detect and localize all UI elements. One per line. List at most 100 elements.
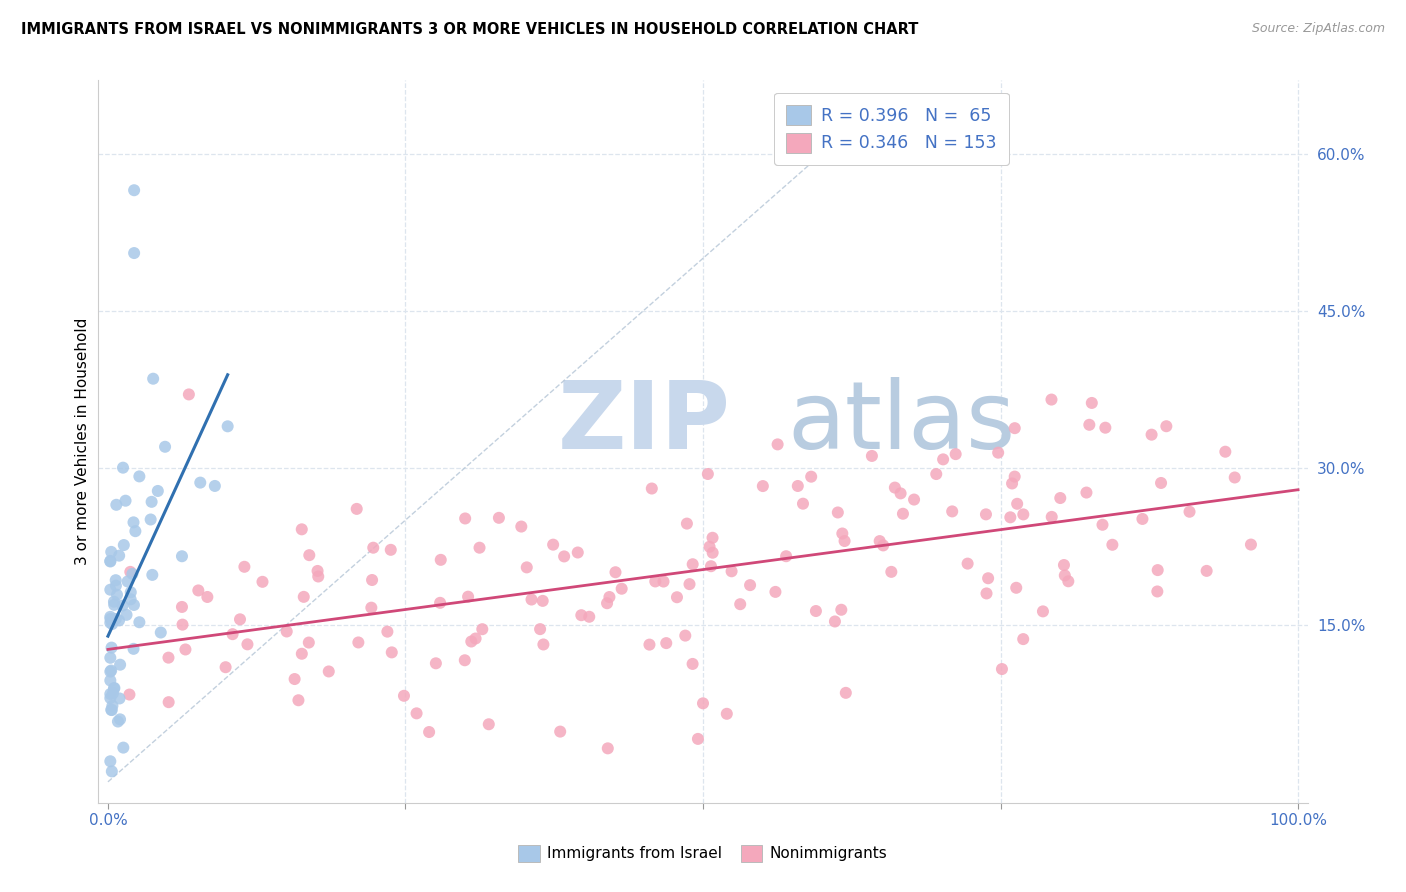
Point	[775, 549, 797, 564]
Point	[454, 511, 477, 525]
Point	[1215, 444, 1237, 458]
Point	[174, 642, 197, 657]
Point	[1004, 469, 1026, 483]
Point	[541, 538, 564, 552]
Point	[111, 599, 134, 613]
Point	[932, 452, 955, 467]
Point	[118, 688, 141, 702]
Point	[553, 549, 575, 564]
Point	[880, 565, 903, 579]
Point	[98, 754, 121, 768]
Point	[478, 717, 501, 731]
Point	[291, 647, 314, 661]
Point	[101, 698, 124, 713]
Point	[112, 538, 135, 552]
Point	[103, 681, 125, 695]
Point	[596, 741, 619, 756]
Point	[1040, 392, 1063, 407]
Point	[429, 553, 451, 567]
Text: atlas: atlas	[787, 377, 1017, 469]
Point	[1005, 581, 1028, 595]
Point	[1081, 396, 1104, 410]
Point	[596, 596, 619, 610]
Point	[678, 577, 700, 591]
Point	[804, 604, 827, 618]
Point	[1146, 584, 1168, 599]
Legend: R = 0.396   N =  65, R = 0.346   N = 153: R = 0.396 N = 65, R = 0.346 N = 153	[775, 93, 1008, 165]
Point	[105, 498, 128, 512]
Point	[141, 567, 163, 582]
Point	[103, 598, 125, 612]
Point	[298, 548, 321, 562]
Point	[652, 574, 675, 589]
Point	[377, 624, 399, 639]
Point	[111, 460, 134, 475]
Point	[1240, 538, 1263, 552]
Point	[287, 693, 309, 707]
Point	[605, 566, 627, 580]
Point	[1150, 475, 1173, 490]
Point	[1004, 421, 1026, 435]
Point	[692, 696, 714, 710]
Point	[644, 574, 666, 589]
Point	[103, 681, 125, 696]
Point	[101, 764, 124, 779]
Point	[307, 564, 329, 578]
Point	[1094, 420, 1116, 434]
Point	[128, 615, 150, 630]
Point	[98, 554, 121, 568]
Point	[869, 534, 891, 549]
Point	[108, 614, 131, 628]
Point	[122, 183, 145, 197]
Point	[284, 672, 307, 686]
Point	[1032, 604, 1054, 618]
Point	[827, 506, 849, 520]
Point	[699, 540, 721, 554]
Point	[104, 579, 127, 593]
Point	[1178, 505, 1201, 519]
Point	[98, 650, 121, 665]
Point	[346, 502, 368, 516]
Point	[276, 624, 298, 639]
Point	[1049, 491, 1071, 505]
Point	[1000, 510, 1022, 524]
Point	[977, 571, 1000, 585]
Point	[702, 531, 724, 545]
Point	[974, 508, 997, 522]
Point	[149, 625, 172, 640]
Point	[100, 703, 122, 717]
Legend: Immigrants from Israel, Nonimmigrants: Immigrants from Israel, Nonimmigrants	[512, 838, 894, 868]
Point	[720, 564, 742, 578]
Point	[716, 706, 738, 721]
Point	[146, 483, 169, 498]
Point	[941, 504, 963, 518]
Point	[120, 585, 142, 599]
Point	[195, 590, 218, 604]
Point	[1091, 517, 1114, 532]
Point	[860, 449, 883, 463]
Point	[673, 629, 696, 643]
Point	[98, 582, 121, 597]
Point	[471, 622, 494, 636]
Point	[752, 479, 775, 493]
Point	[786, 479, 808, 493]
Point	[107, 714, 129, 729]
Point	[682, 558, 704, 572]
Point	[124, 524, 146, 538]
Point	[98, 554, 121, 568]
Point	[516, 560, 538, 574]
Point	[229, 612, 252, 626]
Point	[531, 594, 554, 608]
Point	[172, 617, 194, 632]
Point	[529, 622, 551, 636]
Point	[108, 549, 131, 563]
Point	[122, 246, 145, 260]
Point	[925, 467, 948, 481]
Point	[361, 573, 384, 587]
Point	[361, 541, 384, 555]
Point	[120, 565, 142, 579]
Point	[112, 740, 135, 755]
Point	[141, 495, 163, 509]
Point	[100, 640, 122, 655]
Point	[425, 657, 447, 671]
